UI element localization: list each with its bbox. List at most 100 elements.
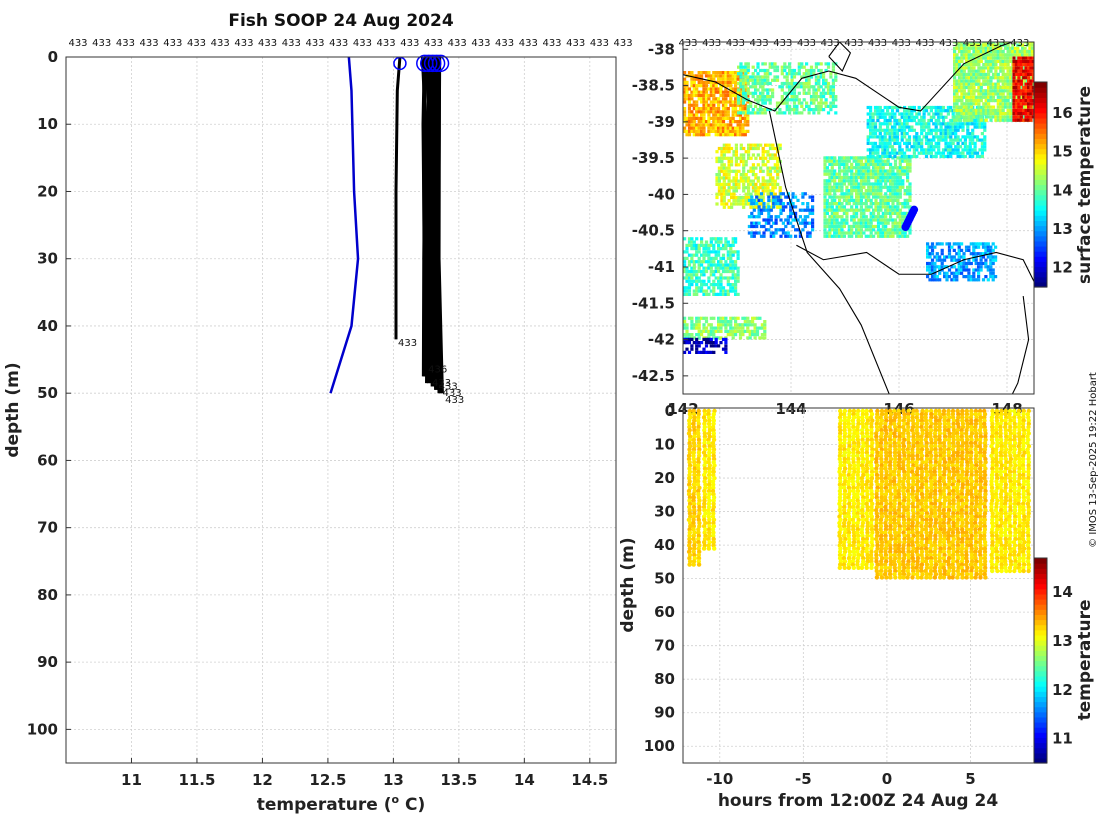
map-sst-cell (833, 159, 837, 163)
map-sst-cell (900, 125, 904, 129)
map-sst-cell (982, 46, 986, 50)
map-sst-cell (920, 141, 924, 145)
map-sst-cell (766, 150, 770, 154)
map-sst-cell (807, 75, 811, 79)
map-sst-cell (934, 135, 938, 139)
map-sst-cell (874, 162, 878, 166)
map-sst-cell (751, 169, 755, 173)
map-sst-cell (873, 132, 878, 136)
map-sst-cell (977, 105, 981, 109)
map-sst-cell (967, 42, 971, 44)
map-sst-cell (840, 215, 844, 219)
map-sst-cell (957, 265, 961, 269)
map-sst-cell (712, 237, 716, 241)
map-sst-cell (845, 208, 849, 212)
map-sst-cell (1024, 112, 1028, 116)
map-sst-cell (773, 146, 777, 151)
map-sst-cell (862, 211, 866, 215)
map-sst-cell (999, 50, 1003, 54)
map-colorbar-segment (1034, 194, 1047, 201)
map-sst-cell (759, 224, 764, 229)
map-sst-cell (749, 104, 753, 108)
map-sst-cell (872, 169, 876, 173)
map-sst-cell (1012, 92, 1016, 96)
section-point (687, 511, 693, 516)
map-sst-cell (884, 159, 888, 163)
map-sst-cell (898, 125, 902, 129)
map-sst-cell (768, 169, 773, 173)
map-sst-cell (884, 211, 888, 215)
map-sst-cell (891, 211, 895, 215)
map-sst-cell (819, 72, 823, 76)
map-sst-cell (974, 261, 978, 266)
map-sst-cell (893, 138, 897, 142)
map-sst-cell (761, 68, 765, 73)
map-sst-cell (734, 126, 738, 130)
map-sst-cell (712, 344, 716, 348)
map-sst-cell (758, 316, 762, 320)
section-point (687, 562, 692, 567)
map-sst-cell (924, 109, 929, 113)
map-sst-cell (709, 344, 713, 348)
map-sst-cell (780, 95, 784, 99)
map-sst-cell (944, 138, 948, 142)
profile-top-label: 433 (542, 38, 561, 49)
map-sst-cell (758, 111, 763, 115)
map-sst-cell (823, 172, 827, 176)
map-sst-cell (704, 283, 709, 287)
map-sst-cell (756, 95, 760, 99)
map-sst-cell (712, 116, 716, 120)
profile-end-label: 433 (439, 381, 458, 392)
map-sst-cell (727, 176, 731, 180)
map-sst-cell (991, 268, 995, 272)
map-sst-cell (952, 271, 956, 275)
profile-top-label: 433 (566, 38, 585, 49)
map-sst-cell (731, 80, 735, 84)
section-point (838, 492, 843, 497)
map-sst-cell (970, 63, 974, 67)
map-sst-cell (727, 143, 731, 147)
map-sst-cell (724, 266, 728, 270)
map-sst-cell (697, 74, 701, 78)
map-sst-cell (852, 175, 856, 180)
section-point (691, 524, 696, 529)
map-sst-cell (962, 102, 966, 106)
map-sst-cell (996, 43, 1000, 47)
map-sst-cell (949, 141, 953, 145)
map-sst-cell (751, 189, 755, 193)
map-sst-cell (731, 250, 735, 254)
map-sst-cell (903, 112, 907, 116)
section-point (706, 527, 712, 532)
map-sst-cell (687, 283, 692, 287)
map-sst-cell (895, 132, 899, 136)
map-sst-cell (850, 195, 854, 199)
section-point (706, 472, 712, 478)
map-sst-cell (690, 247, 694, 251)
map-sst-cell (760, 333, 764, 337)
map-sst-cell (857, 228, 861, 232)
map-sst-cell (744, 199, 748, 203)
map-sst-cell (955, 43, 959, 47)
map-sst-cell (977, 242, 981, 246)
map-sst-cell (964, 265, 969, 269)
map-sst-cell (966, 125, 970, 129)
map-sst-cell (957, 95, 962, 99)
map-sst-cell (697, 266, 701, 270)
map-sst-cell (977, 278, 981, 282)
map-sst-cell (940, 261, 944, 266)
section-point (686, 488, 692, 494)
map-sst-cell (938, 278, 942, 282)
map-sst-cell (702, 87, 706, 91)
map-sst-cell (1012, 59, 1016, 63)
map-sst-cell (845, 198, 849, 202)
map-sst-cell (859, 202, 863, 206)
map-sst-cell (801, 228, 805, 232)
map-sst-cell (960, 268, 964, 272)
map-sst-cell (1001, 63, 1005, 67)
map-sst-cell (896, 185, 900, 189)
map-sst-cell (758, 78, 763, 82)
map-sst-cell (755, 224, 759, 229)
map-sst-cell (790, 95, 794, 99)
map-sst-cell (824, 101, 828, 105)
map-sst-cell (886, 202, 890, 206)
